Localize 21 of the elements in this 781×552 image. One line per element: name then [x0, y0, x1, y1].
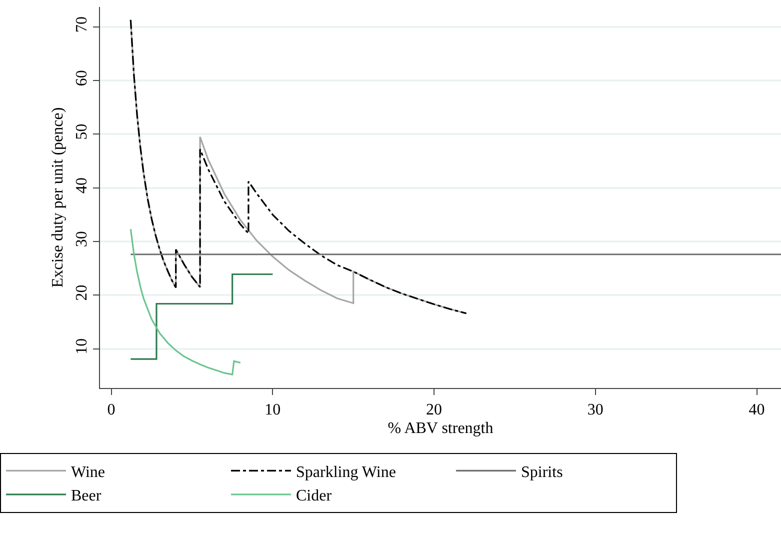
- legend-label: Cider: [296, 488, 332, 505]
- y-axis-title: Excise duty per unit (pence): [49, 107, 66, 288]
- line-series: [130, 19, 468, 314]
- y-tick-label: 40: [74, 177, 90, 194]
- y-tick-label: 70: [74, 16, 90, 32]
- x-tick-label: 10: [264, 401, 281, 418]
- x-tick-label: 30: [587, 401, 604, 418]
- x-tick-label: 20: [426, 401, 442, 418]
- x-axis-title: % ABV strength: [388, 420, 494, 437]
- y-tick-label: 10: [74, 338, 90, 354]
- legend-label: Spirits: [521, 464, 563, 481]
- y-tick-label: 50: [74, 124, 90, 140]
- y-tick-label: 60: [74, 70, 90, 86]
- x-tick-label: 0: [107, 401, 116, 418]
- legend-label: Sparkling Wine: [296, 464, 396, 481]
- x-tick-label: 40: [748, 401, 765, 418]
- legend-label: Beer: [71, 488, 102, 505]
- legend-label: Wine: [71, 464, 106, 481]
- y-tick-label: 20: [74, 284, 90, 301]
- line-series: [130, 228, 242, 376]
- y-tick-label: 30: [74, 231, 90, 248]
